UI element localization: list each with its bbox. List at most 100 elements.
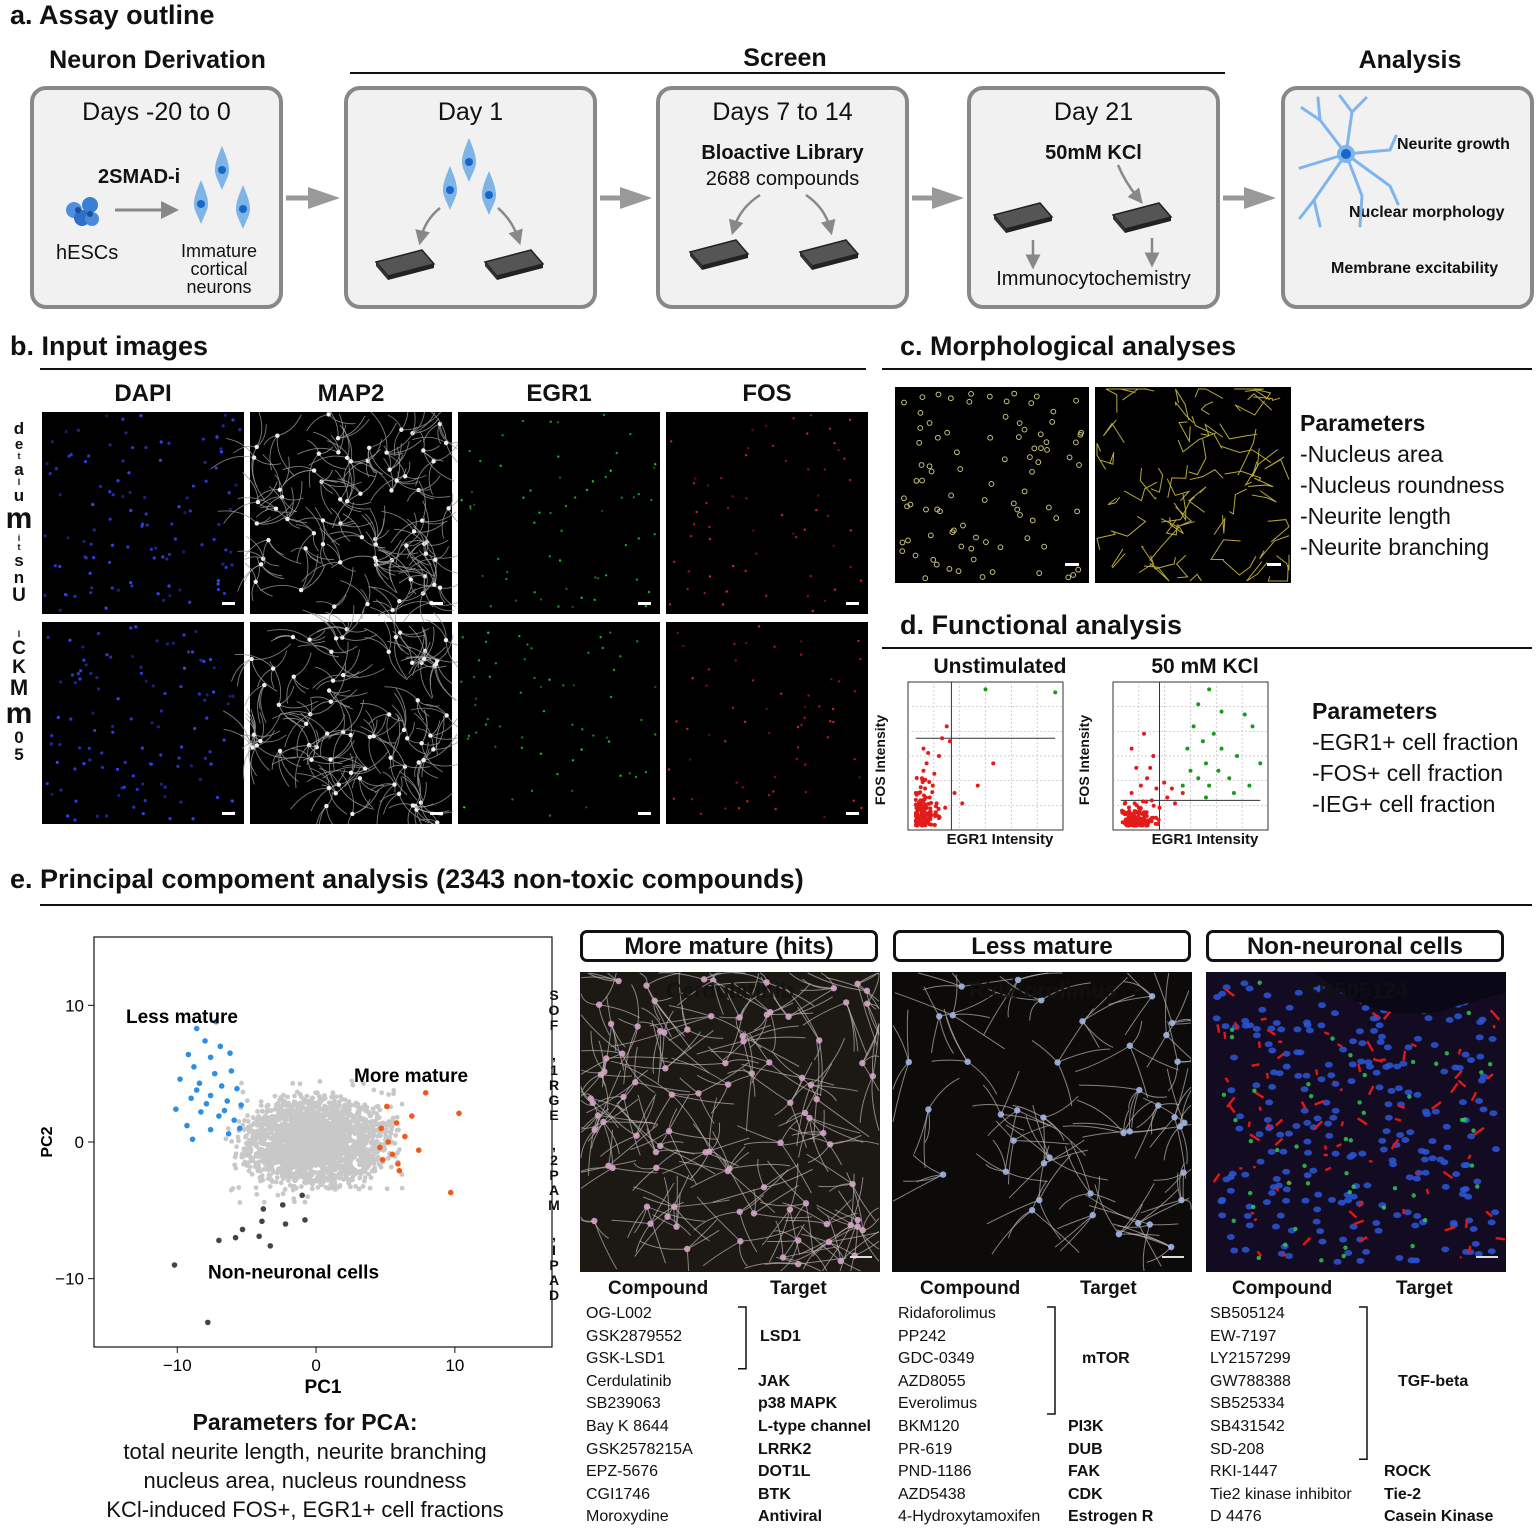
pca-point xyxy=(314,1174,320,1180)
flow-point xyxy=(937,816,941,821)
pca-point xyxy=(284,1108,289,1114)
pca-point xyxy=(370,1118,376,1124)
micrograph-tile xyxy=(42,412,244,614)
flow-point xyxy=(1151,754,1156,758)
pca-point xyxy=(310,1108,316,1114)
pca-point xyxy=(362,1178,367,1184)
pca-point xyxy=(257,1159,262,1164)
pca-point xyxy=(293,1108,298,1114)
pca-point xyxy=(325,1111,331,1117)
col-map2: MAP2 xyxy=(317,380,385,407)
pca-point xyxy=(309,1095,315,1101)
flow-point xyxy=(1216,768,1221,773)
col-fos: FOS xyxy=(742,380,792,407)
membrane-excitability-label: Membrane excitability xyxy=(1331,260,1499,277)
pca-point xyxy=(345,1126,350,1132)
pca-point xyxy=(332,1094,338,1100)
flow-point xyxy=(932,771,937,776)
flow-point xyxy=(1053,690,1058,695)
flow-point xyxy=(1162,780,1167,785)
flow-point xyxy=(1142,731,1146,736)
pca-point xyxy=(282,1186,288,1192)
panel-b-title: b. Input images xyxy=(10,331,209,361)
panel-e-title: e. Principal compoment analysis (2343 no… xyxy=(10,864,804,894)
pca-point xyxy=(273,1179,279,1185)
flow-point xyxy=(1140,823,1145,828)
pca-point xyxy=(290,1121,296,1126)
pca-point xyxy=(246,1168,252,1174)
flow-point xyxy=(926,820,931,825)
box4-day: Day 21 xyxy=(1053,98,1134,126)
flow-point xyxy=(927,780,932,785)
flow-point xyxy=(926,751,931,756)
flow-point xyxy=(930,783,935,788)
flow-point xyxy=(1134,765,1139,770)
pca-point xyxy=(372,1122,378,1128)
pca-point xyxy=(309,1186,315,1192)
pca-point xyxy=(393,1133,399,1138)
pca-point xyxy=(315,1185,321,1190)
flow-point xyxy=(1231,791,1236,795)
flow-point xyxy=(933,810,938,815)
panel-d-rule xyxy=(882,647,1532,649)
flow-point xyxy=(1126,823,1131,828)
pca-point xyxy=(362,1169,368,1175)
flow-point xyxy=(1140,799,1145,804)
flow-point xyxy=(921,768,926,773)
box3-day: Days 7 to 14 xyxy=(712,98,853,126)
pca-point xyxy=(390,1115,396,1121)
flow-point xyxy=(1126,813,1131,818)
pca-point xyxy=(341,1167,346,1172)
micrograph-tile xyxy=(666,622,868,824)
flow-point xyxy=(1153,821,1158,826)
flow-point xyxy=(1146,819,1151,824)
morphology-images xyxy=(895,387,1291,583)
pca-point xyxy=(229,1138,235,1144)
flow-point xyxy=(1250,724,1255,729)
box2-day: Day 1 xyxy=(437,98,504,126)
plot2-title: 50 mM KCl xyxy=(1151,655,1259,678)
pca-point xyxy=(257,1168,263,1174)
immunocytochemistry-label: Immunocytochemistry xyxy=(996,268,1191,290)
pca-point xyxy=(292,1116,298,1122)
pca-point xyxy=(259,1108,265,1114)
flow-point xyxy=(1200,739,1205,744)
flow-point xyxy=(913,802,918,807)
library-label: Bloactive Library xyxy=(701,142,864,164)
flow-point xyxy=(1129,791,1134,795)
pca-point xyxy=(280,1121,286,1127)
flow-point xyxy=(1129,819,1134,824)
pca-point xyxy=(242,1117,247,1123)
kcl-label: 50mM KCl xyxy=(1045,142,1142,164)
pca-point xyxy=(275,1102,280,1108)
pca-point xyxy=(293,1139,299,1145)
pca-point xyxy=(249,1171,255,1177)
flow-point xyxy=(921,809,926,814)
nuclear-morphology-label: Nuclear morphology xyxy=(1349,204,1505,221)
flow-point xyxy=(1136,811,1141,816)
flow-point xyxy=(926,801,931,806)
pca-point xyxy=(350,1173,356,1179)
pca-point xyxy=(323,1157,329,1163)
flow-point xyxy=(921,746,926,751)
flow-point xyxy=(1169,786,1174,791)
flow-point xyxy=(918,805,923,810)
treatment-label: 2SMAD-i xyxy=(98,166,181,188)
flow-point xyxy=(918,790,923,795)
pca-point xyxy=(258,1099,264,1104)
pca-point xyxy=(371,1109,376,1115)
flow-point xyxy=(960,801,965,806)
pca-point xyxy=(261,1166,267,1172)
flow-point xyxy=(1142,810,1146,815)
flow-point xyxy=(918,785,923,790)
pca-point xyxy=(346,1113,352,1119)
flow-point xyxy=(1142,813,1147,818)
flow-point xyxy=(944,724,949,729)
flow-point xyxy=(923,786,928,791)
flow-point xyxy=(1132,801,1137,806)
panel-c-rule xyxy=(882,368,1532,370)
flow-point xyxy=(1242,712,1247,717)
input-image-grid xyxy=(42,412,868,824)
flow-point xyxy=(1148,765,1153,770)
